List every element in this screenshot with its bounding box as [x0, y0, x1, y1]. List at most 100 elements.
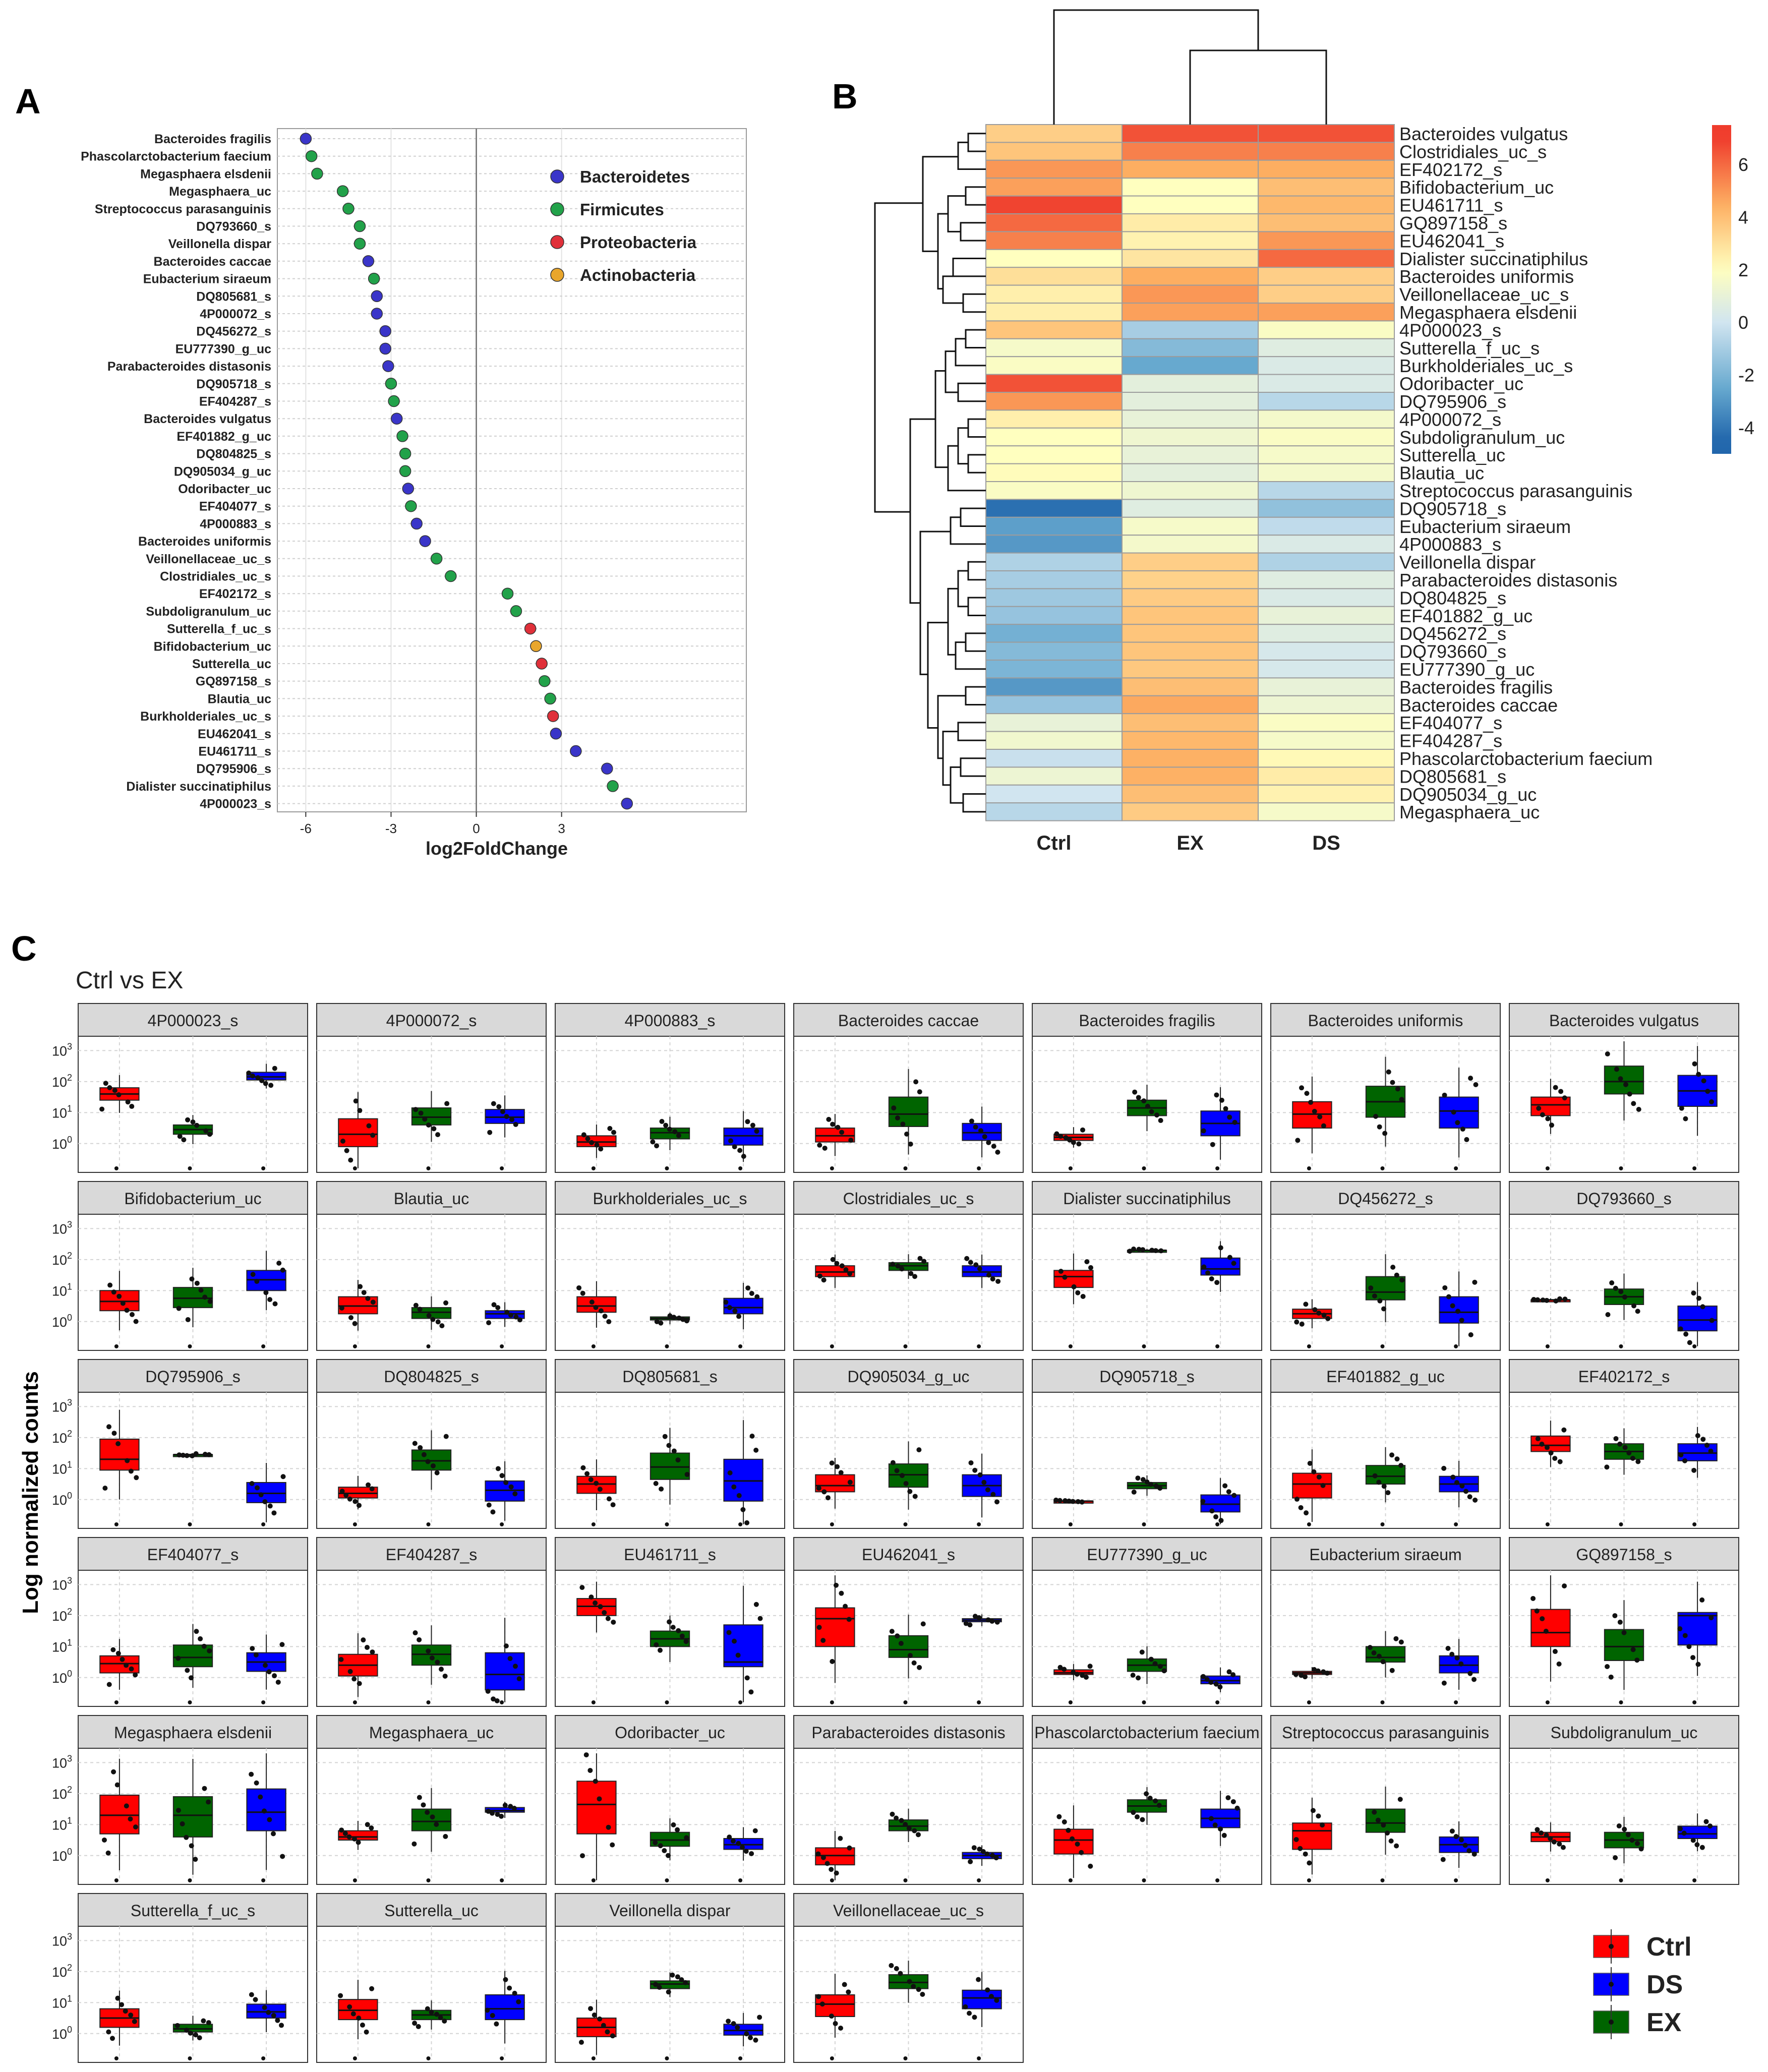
- zero-point: [591, 1166, 596, 1170]
- panel-c-title: Ctrl vs EX: [76, 967, 183, 994]
- sample-point: [726, 2019, 731, 2024]
- box-panel-4p000072-s: 4P000072_s: [316, 1003, 547, 1173]
- sample-point: [1135, 1814, 1140, 1820]
- sample-point: [605, 2029, 610, 2035]
- sample-point: [592, 2012, 597, 2018]
- sample-point: [1080, 1673, 1085, 1678]
- sample-point: [253, 1997, 258, 2002]
- sample-point: [495, 1466, 501, 1471]
- heatmap-cell: [985, 731, 1123, 750]
- sample-point: [1080, 1293, 1086, 1299]
- sample-point: [1630, 1455, 1635, 1461]
- heatmap-cell: [985, 749, 1123, 768]
- box: [485, 1652, 525, 1691]
- heatmap-cell: [985, 124, 1123, 143]
- heatmap-cell: [1258, 284, 1395, 304]
- dendrogram-link: [957, 141, 986, 170]
- sample-point: [994, 1997, 999, 2003]
- heatmap-cell: [1258, 463, 1395, 482]
- sample-point: [1316, 1813, 1321, 1819]
- facet-title: Veillonellaceae_uc_s: [833, 1902, 984, 1920]
- dendrogram-link: [952, 258, 986, 277]
- sample-point: [963, 1621, 969, 1626]
- zero-point: [114, 1166, 119, 1170]
- zero-point: [1454, 1344, 1458, 1348]
- heatmap-cell: [1122, 249, 1259, 268]
- zero-point: [500, 1700, 504, 1704]
- sample-point: [1380, 1659, 1386, 1665]
- box-panel-streptococcus-parasanguinis: Streptococcus parasanguinis: [1270, 1715, 1501, 1885]
- facet-strip: [793, 1003, 1024, 1037]
- sample-point: [275, 1679, 281, 1685]
- sample-point: [1293, 1672, 1299, 1677]
- sample-point: [1442, 1092, 1447, 1098]
- zero-point: [738, 1344, 743, 1348]
- sample-point: [1548, 1450, 1554, 1456]
- sample-point: [254, 1780, 259, 1786]
- sample-point: [816, 1994, 821, 1999]
- sample-point: [1127, 1249, 1133, 1254]
- sample-point: [1462, 1843, 1468, 1848]
- sample-point: [254, 1279, 260, 1284]
- zero-point: [1454, 1878, 1458, 1882]
- sample-point: [653, 1840, 658, 1846]
- sample-point: [969, 1118, 974, 1124]
- sample-point: [426, 1313, 432, 1318]
- dot-plot-label: Parabacteroides distasonis: [107, 360, 271, 374]
- sample-point: [266, 1669, 272, 1675]
- sample-point: [1373, 1113, 1379, 1119]
- sample-point: [434, 2011, 439, 2017]
- facet-title: EF401882_g_uc: [1326, 1368, 1445, 1386]
- sample-point: [502, 1802, 508, 1808]
- sample-point: [207, 1132, 212, 1137]
- y-tick-label: 100: [52, 2025, 72, 2042]
- box: [815, 1128, 855, 1143]
- zero-point: [1545, 1700, 1550, 1704]
- sample-point: [842, 1982, 847, 1987]
- sample-point: [972, 1614, 978, 1619]
- sample-point: [439, 1323, 445, 1329]
- heatmap-row-label: EF404077_s: [1399, 713, 1502, 733]
- heatmap-cell: [985, 499, 1123, 518]
- zero-point: [591, 1344, 596, 1348]
- sample-point: [1562, 1296, 1568, 1302]
- zero-point: [188, 1344, 192, 1348]
- box-panel-4p000883-s: 4P000883_s: [555, 1003, 785, 1173]
- sample-point: [1622, 1826, 1627, 1832]
- zero-point: [261, 1166, 266, 1170]
- y-tick-label: 101: [52, 1637, 72, 1654]
- sample-point: [365, 1822, 370, 1827]
- sample-point: [356, 1840, 361, 1845]
- y-tick-exponent: 3: [67, 1041, 72, 1051]
- sample-point: [1218, 1245, 1223, 1251]
- sample-point: [753, 2037, 758, 2043]
- panel-c-letter: C: [11, 929, 37, 968]
- facet-title: Veillonella dispar: [609, 1902, 731, 1920]
- sample-point: [351, 1836, 357, 1842]
- sample-point: [262, 1499, 268, 1505]
- heatmap-cell: [1122, 409, 1259, 429]
- sample-point: [358, 1284, 363, 1289]
- dot-plot-label: Sutterella_f_uc_s: [167, 622, 271, 636]
- legend-swatch-point: [1609, 2020, 1614, 2025]
- dot-plot-label: EF402172_s: [199, 587, 271, 601]
- dot-plot-label: DQ805681_s: [196, 289, 271, 304]
- box: [888, 1974, 929, 1989]
- dendrogram-link: [967, 561, 986, 581]
- heatmap-cell: [1122, 159, 1259, 179]
- sample-point: [190, 1453, 195, 1459]
- sample-point: [847, 1479, 853, 1485]
- heatmap-row-label: Bacteroides uniformis: [1399, 266, 1574, 287]
- heatmap-cell: [985, 445, 1123, 464]
- sample-point: [889, 1963, 894, 1968]
- sample-point: [185, 1668, 190, 1673]
- sample-point: [1299, 1085, 1305, 1091]
- zero-point: [500, 1522, 504, 1526]
- sample-point: [675, 1457, 681, 1463]
- sample-point: [989, 1853, 995, 1858]
- dot-plot-frame: [277, 128, 747, 812]
- sample-point: [1158, 1248, 1164, 1254]
- zero-point: [1380, 1166, 1385, 1170]
- box: [485, 1994, 525, 2021]
- sample-point: [843, 1267, 849, 1273]
